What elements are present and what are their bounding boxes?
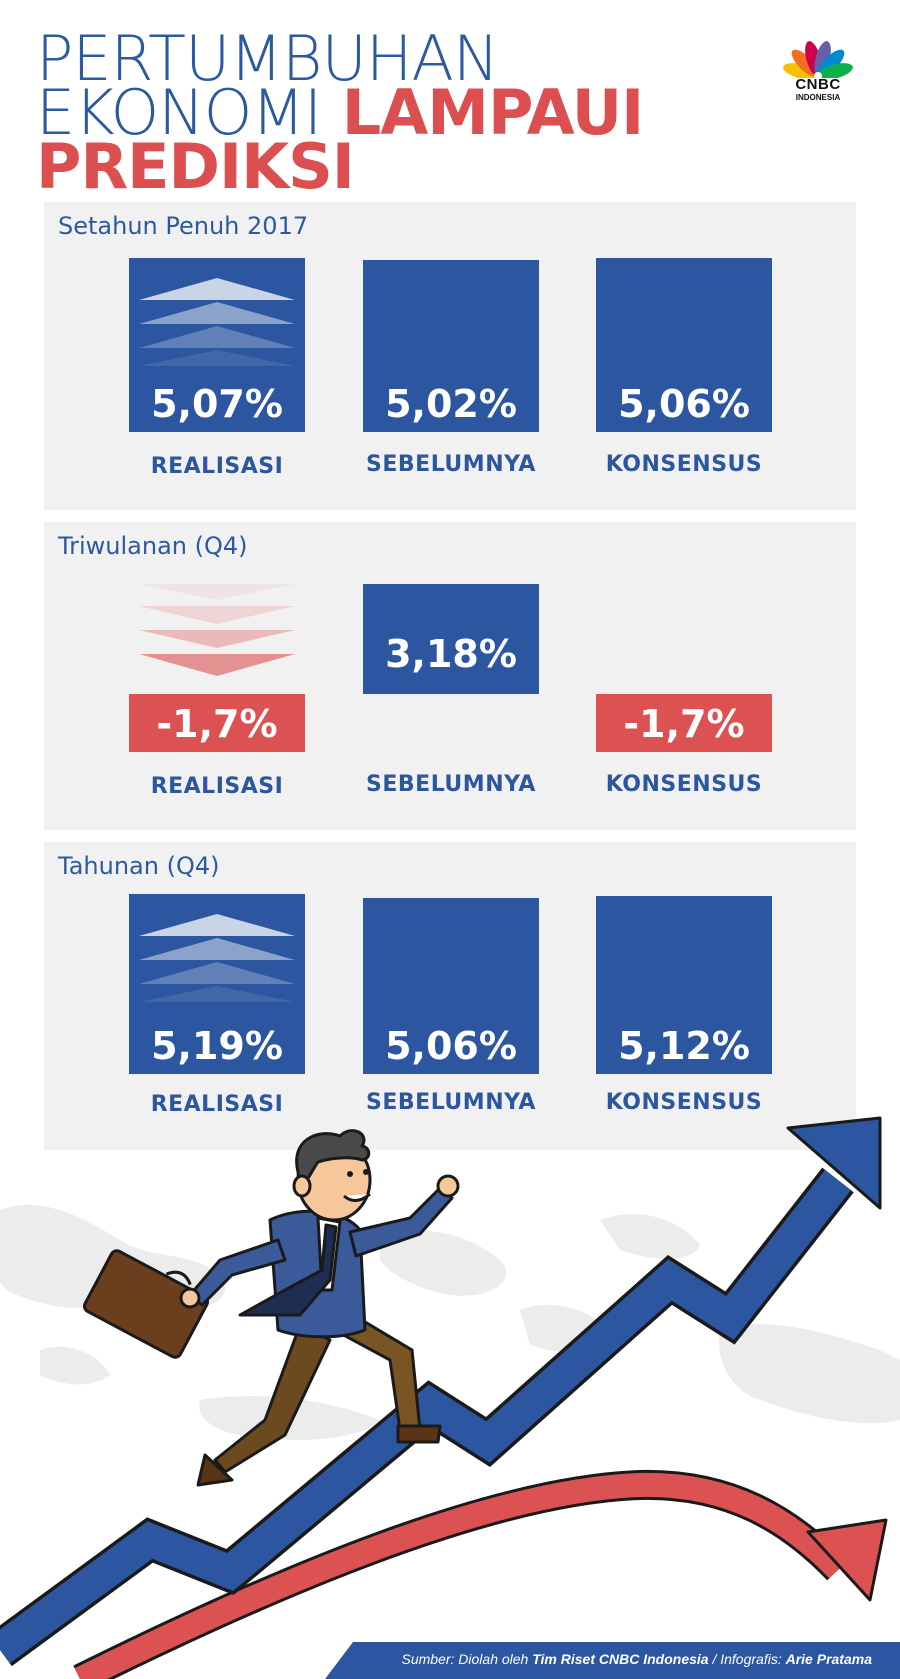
businessman-figure [82, 1129, 460, 1487]
growth-illustration [0, 1116, 900, 1679]
panel-quarterly: Triwulanan (Q4) -1,7% REALISASI 3,18% SE… [44, 522, 856, 830]
value-text: 5,19% [151, 1024, 283, 1068]
peacock-logo-icon [783, 41, 853, 78]
value-box: -1,7% [596, 694, 772, 752]
down-chevrons-icon [139, 584, 295, 676]
stat-label: REALISASI [150, 774, 284, 799]
panel-full-year: Setahun Penuh 2017 5,07% REALISASI 5,02%… [44, 202, 856, 510]
stat-label: REALISASI [150, 1092, 284, 1117]
cnbc-logo: CNBC INDONESIA [780, 38, 856, 108]
title-line-2-blue: EKONOMI [36, 76, 322, 149]
value-text: 5,12% [618, 1024, 750, 1068]
stat-label: SEBELUMNYA [366, 772, 536, 797]
panel-label: Tahunan (Q4) [58, 852, 220, 880]
value-box: 5,06% [363, 898, 539, 1074]
value-text: 5,02% [385, 382, 517, 426]
value-box: 5,02% [363, 260, 539, 432]
value-box: 3,18% [363, 584, 539, 694]
value-box: -1,7% [129, 694, 305, 752]
value-box: 5,06% [596, 258, 772, 432]
value-text: -1,7% [156, 702, 278, 746]
panel-label: Setahun Penuh 2017 [58, 212, 309, 240]
value-text: 5,06% [618, 382, 750, 426]
logo-sub: INDONESIA [795, 93, 841, 102]
stat-label: KONSENSUS [605, 1090, 763, 1115]
value-box: 5,19% [129, 894, 305, 1074]
source-mid: / Infografis: [708, 1651, 786, 1667]
stat-label: REALISASI [150, 454, 284, 479]
panel-label: Triwulanan (Q4) [58, 532, 248, 560]
up-chevrons-icon [139, 914, 295, 1002]
value-box: 5,07% [129, 258, 305, 432]
page-title: PERTUMBUHAN EKONOMI LAMPAUI PREDIKSI [36, 22, 644, 203]
title-line-3: PREDIKSI [36, 130, 355, 203]
value-box: 5,12% [596, 896, 772, 1074]
stat-label: SEBELUMNYA [366, 452, 536, 477]
title-line-2-red: LAMPAUI [341, 76, 644, 149]
stat-label: KONSENSUS [605, 452, 763, 477]
source-credit: Sumber: Diolah oleh Tim Riset CNBC Indon… [401, 1651, 872, 1667]
title-line-2: EKONOMI LAMPAUI [36, 82, 644, 144]
source-team: Tim Riset CNBC Indonesia [532, 1651, 709, 1667]
title-line-1: PERTUMBUHAN [36, 22, 499, 95]
credit-bar: Sumber: Diolah oleh Tim Riset CNBC Indon… [325, 1642, 900, 1679]
value-text: 3,18% [385, 632, 517, 676]
up-chevrons-icon [139, 278, 295, 366]
panel-annual: Tahunan (Q4) 5,19% REALISASI 5,06% SEBEL… [44, 842, 856, 1150]
stat-label: SEBELUMNYA [366, 1090, 536, 1115]
stat-label: KONSENSUS [605, 772, 763, 797]
source-author: Arie Pratama [785, 1651, 872, 1667]
source-prefix: Sumber: Diolah oleh [401, 1651, 533, 1667]
value-text: -1,7% [623, 702, 745, 746]
logo-name: CNBC [795, 76, 841, 93]
value-text: 5,06% [385, 1024, 517, 1068]
value-text: 5,07% [151, 382, 283, 426]
